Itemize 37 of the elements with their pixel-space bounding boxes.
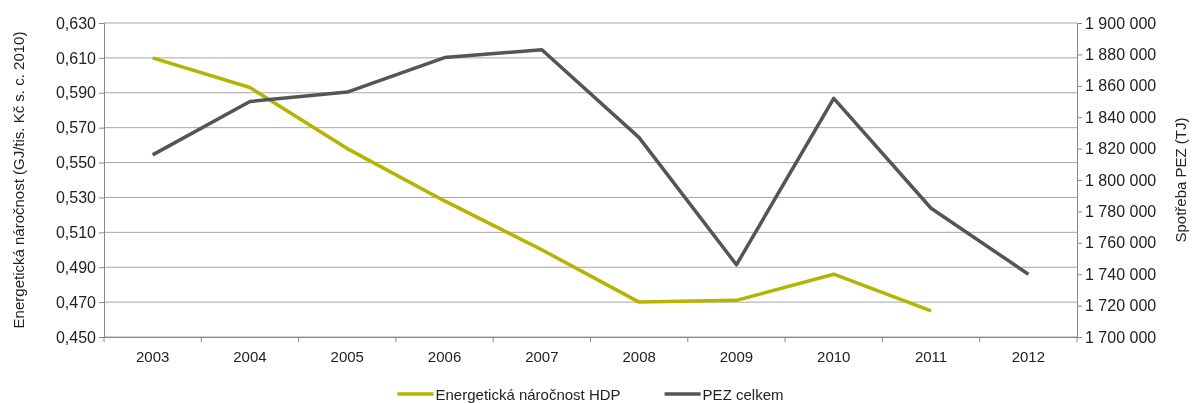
y-tick-label: 0,490: [55, 258, 97, 276]
x-tick-label: 2006: [427, 347, 462, 365]
y-tick-label: 0,610: [55, 49, 97, 67]
x-tick-label: 2007: [525, 347, 559, 365]
y2-axis-title: Spotřeba PEZ (TJ): [1172, 117, 1189, 243]
y2-tick-label: 1 860 000: [1085, 77, 1157, 95]
y-tick-label: 0,630: [55, 14, 97, 32]
line-series: [150, 56, 933, 313]
y2-tick-label: 1 900 000: [1085, 14, 1157, 32]
x-tick-label: 2009: [719, 347, 754, 365]
y2-tick-label: 1 700 000: [1085, 328, 1157, 346]
x-tick-label: 2003: [135, 347, 170, 365]
y2-tick-label: 1 740 000: [1085, 265, 1157, 283]
line-series: [150, 47, 1031, 276]
y-tick-label: 0,570: [55, 119, 97, 137]
y2-tick-label: 1 760 000: [1085, 234, 1157, 252]
y-tick-label: 0,530: [55, 189, 97, 207]
x-tick-label: 2008: [622, 347, 656, 365]
y2-tick-label: 1 840 000: [1085, 108, 1157, 126]
y-tick-label: 0,590: [55, 84, 97, 102]
x-tick-label: 2010: [817, 347, 851, 365]
y-axis-title: Energetická náročnost (GJ/tis. Kč s. c. 2010): [10, 31, 27, 329]
legend-label: PEZ celkem: [702, 386, 784, 403]
y2-tick-label: 1 720 000: [1085, 297, 1157, 315]
y-tick-label: 0,510: [55, 223, 97, 241]
y2-tick-label: 1 780 000: [1085, 203, 1157, 221]
y2-tick-label: 1 800 000: [1085, 171, 1157, 189]
legend-label: Energetická náročnost HDP: [435, 386, 621, 403]
x-tick-label: 2005: [330, 347, 364, 365]
y2-tick-label: 1 880 000: [1085, 46, 1157, 64]
y-tick-label: 0,550: [55, 154, 97, 172]
y-tick-label: 0,470: [55, 293, 97, 311]
y2-tick-label: 1 820 000: [1085, 140, 1157, 158]
x-tick-label: 2004: [233, 347, 267, 365]
x-tick-label: 2011: [914, 347, 948, 365]
y-tick-label: 0,450: [55, 328, 97, 346]
x-tick-label: 2012: [1011, 347, 1046, 365]
